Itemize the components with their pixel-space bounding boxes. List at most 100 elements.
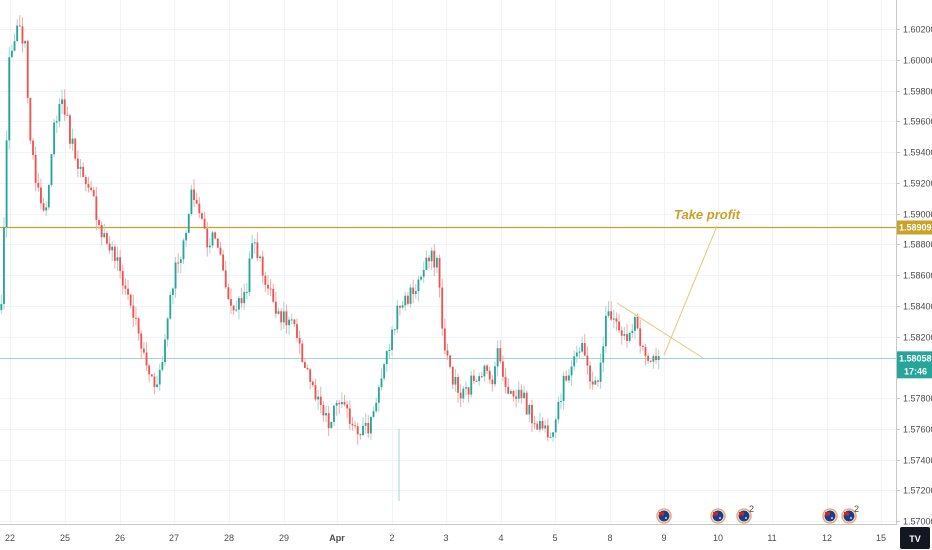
candle-down	[356, 426, 359, 435]
take-profit-label[interactable]: Take profit	[674, 207, 741, 222]
event-icon[interactable]	[822, 508, 838, 524]
time-axis[interactable]: 22 25 26 27 28 29 Apr 2 3 4 5 8 9 10 11 12 15	[5, 533, 886, 543]
candle-down	[87, 184, 90, 188]
candle-up	[158, 369, 161, 385]
candle-down	[480, 376, 483, 378]
candle-up	[562, 375, 565, 401]
candle-up	[628, 332, 631, 341]
tradingview-logo[interactable]: TV	[900, 527, 930, 549]
candle-up	[79, 166, 82, 169]
trendline-upper[interactable]	[616, 302, 704, 359]
candle-up	[633, 316, 636, 331]
candle-down	[105, 233, 108, 244]
candle-down	[198, 203, 201, 214]
price-tick-label: 1.60200	[903, 25, 932, 35]
candle-down	[140, 333, 143, 349]
candle-up	[8, 57, 11, 141]
time-tick-label: 25	[60, 533, 70, 543]
candle-up	[523, 392, 525, 399]
au-flag-canton	[825, 512, 830, 516]
candle-up	[454, 376, 457, 385]
price-axis[interactable]: 1.60200 1.60000 1.59800 1.59600 1.59400 1.592…	[896, 25, 932, 527]
candle-up	[612, 318, 615, 320]
candles	[0, 15, 660, 502]
candle-up	[404, 295, 407, 306]
candle-down	[343, 402, 346, 405]
event-icon[interactable]	[710, 508, 726, 524]
candle-down	[232, 305, 235, 311]
candle-up	[375, 402, 378, 412]
candle-down	[26, 40, 29, 98]
candle-down	[74, 138, 77, 159]
time-tick-label: 22	[5, 533, 15, 543]
horizontal-levels[interactable]	[0, 226, 896, 359]
candle-down	[647, 355, 650, 361]
candle-down	[459, 392, 462, 399]
price-tick-label: 1.59400	[903, 148, 932, 158]
event-icon[interactable]: 2	[841, 504, 859, 524]
last-price-tag	[897, 351, 932, 379]
candle-up	[483, 365, 486, 377]
trendline-projection[interactable]	[663, 225, 718, 356]
candle-down	[230, 299, 232, 306]
candle-down	[280, 311, 283, 323]
time-tick-label: Apr	[329, 533, 345, 543]
candle-up	[61, 99, 63, 105]
candle-up	[16, 25, 19, 42]
candle-down	[222, 254, 225, 271]
candle-down	[18, 25, 21, 27]
candle-up	[372, 411, 375, 417]
candle-up	[277, 311, 280, 314]
candle-down	[639, 328, 642, 346]
candle-down	[457, 376, 459, 393]
candle-up	[156, 384, 159, 387]
trendline-drawings[interactable]: Take profit	[616, 207, 741, 359]
candle-down	[311, 381, 314, 386]
candle-down	[565, 375, 568, 381]
candle-down	[322, 405, 325, 416]
candle-down	[98, 220, 100, 226]
candle-up	[652, 355, 655, 362]
candle-down	[499, 348, 502, 362]
candle-down	[610, 311, 613, 320]
countdown-text: 17:46	[904, 366, 927, 376]
candle-down	[501, 361, 504, 377]
candle-up	[45, 207, 48, 211]
candle-down	[95, 196, 98, 221]
candle-down	[428, 257, 430, 262]
candle-down	[92, 189, 95, 197]
candle-up	[333, 405, 335, 422]
time-tick-label: 3	[443, 533, 448, 543]
price-tick-label: 1.59600	[903, 117, 932, 127]
event-icon[interactable]: 2	[736, 504, 754, 524]
candle-down	[153, 376, 156, 387]
event-icon[interactable]	[656, 508, 672, 524]
candle-down	[129, 294, 132, 306]
candle-down	[546, 425, 549, 438]
candle-up	[243, 292, 246, 304]
candle-up	[509, 390, 512, 394]
candle-up	[430, 250, 433, 262]
candle-down	[195, 199, 198, 204]
candle-down	[21, 26, 24, 44]
candle-down	[113, 246, 116, 261]
candle-down	[135, 317, 137, 319]
candle-down	[206, 228, 209, 248]
candle-up	[393, 329, 396, 331]
time-tick-label: 11	[767, 533, 776, 543]
candle-down	[641, 345, 644, 347]
candle-up	[335, 402, 338, 406]
candle-up	[288, 319, 291, 326]
candle-down	[520, 389, 523, 399]
candle-up	[190, 189, 193, 214]
candle-up	[330, 421, 333, 429]
candle-up	[414, 291, 417, 294]
price-tick-label: 1.58800	[903, 240, 932, 250]
candle-up	[3, 227, 5, 304]
price-tick-label: 1.57800	[903, 394, 932, 404]
candle-up	[554, 419, 557, 433]
candle-down	[224, 270, 227, 288]
